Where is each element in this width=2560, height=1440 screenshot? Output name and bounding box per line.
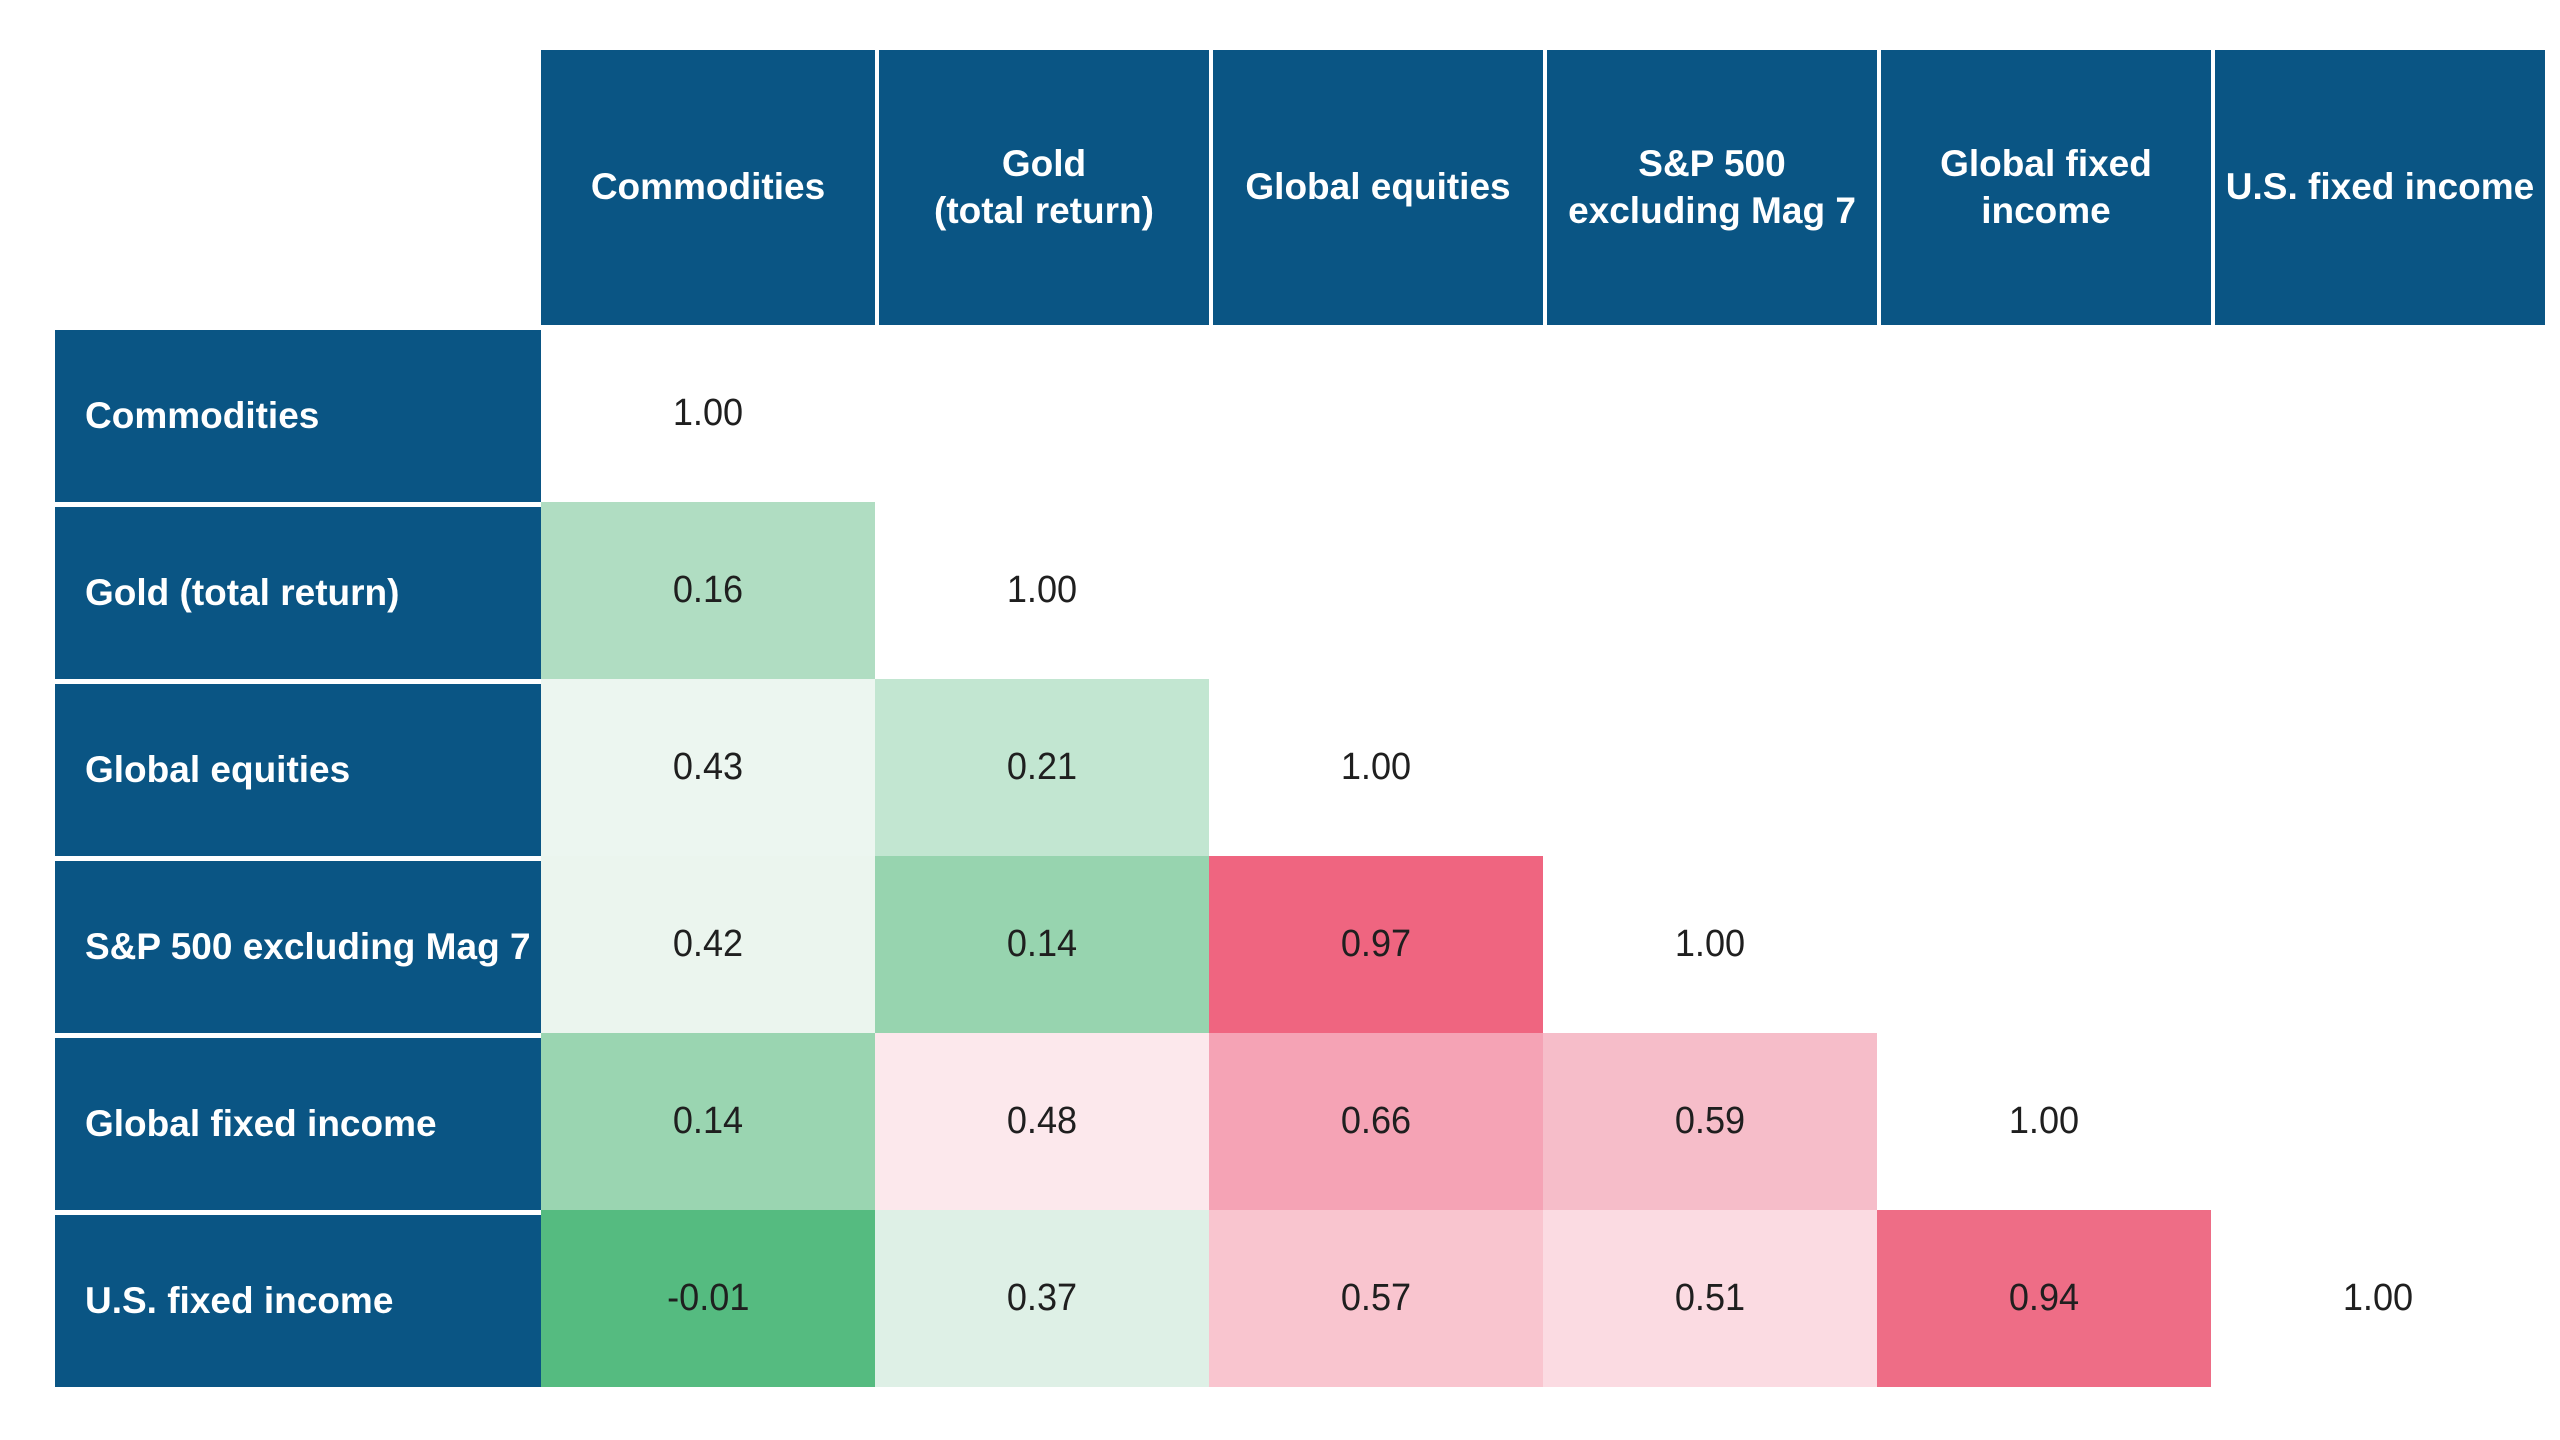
matrix-cell: 1.00	[2211, 1210, 2545, 1387]
row-label: S&P 500 excluding Mag 7	[55, 856, 541, 1033]
matrix-cell-value: 0.94	[2008, 1277, 2080, 1319]
column-header: Global equities	[1209, 50, 1543, 325]
empty-cell	[875, 325, 1209, 502]
column-header: Gold (total return)	[875, 50, 1209, 325]
row-label: U.S. fixed income	[55, 1210, 541, 1387]
matrix-cell-value: 0.57	[1340, 1277, 1412, 1319]
correlation-matrix-table: Commodities Gold (total return) Global equ…	[55, 50, 2545, 1387]
matrix-cell: 0.16	[541, 502, 875, 679]
empty-cell	[2211, 679, 2545, 856]
matrix-cell-value: 0.59	[1674, 1100, 1746, 1142]
matrix-cell-value: 0.16	[672, 569, 744, 611]
column-header: U.S. fixed income	[2211, 50, 2545, 325]
empty-cell	[2211, 856, 2545, 1033]
row-label: Global fixed income	[55, 1033, 541, 1210]
matrix-cell: 0.59	[1543, 1033, 1877, 1210]
matrix-cell-value: 1.00	[1674, 923, 1746, 965]
empty-cell	[1209, 325, 1543, 502]
matrix-cell-value: 0.42	[672, 923, 744, 965]
empty-cell	[1877, 679, 2211, 856]
matrix-cell-value: 0.48	[1006, 1100, 1078, 1142]
empty-cell	[1877, 325, 2211, 502]
empty-cell	[1543, 325, 1877, 502]
column-header: Global fixed income	[1877, 50, 2211, 325]
empty-cell	[1877, 502, 2211, 679]
column-header: Commodities	[541, 50, 875, 325]
matrix-cell-value: 0.14	[672, 1100, 744, 1142]
matrix-cell: 0.21	[875, 679, 1209, 856]
matrix-cell: 0.66	[1209, 1033, 1543, 1210]
matrix-cell-value: 1.00	[2342, 1277, 2414, 1319]
matrix-cell-value: 0.43	[672, 746, 744, 788]
matrix-cell-value: 1.00	[672, 392, 744, 434]
matrix-cell-value: 0.37	[1006, 1277, 1078, 1319]
matrix-cell-value: -0.01	[666, 1277, 750, 1319]
matrix-cell-value: 1.00	[1006, 569, 1078, 611]
matrix-cell-value: 1.00	[1340, 746, 1412, 788]
empty-cell	[1543, 679, 1877, 856]
empty-cell	[1877, 856, 2211, 1033]
matrix-cell: -0.01	[541, 1210, 875, 1387]
matrix-cell: 0.51	[1543, 1210, 1877, 1387]
matrix-cell: 1.00	[875, 502, 1209, 679]
row-label: Global equities	[55, 679, 541, 856]
matrix-cell: 0.42	[541, 856, 875, 1033]
matrix-cell: 0.14	[875, 856, 1209, 1033]
matrix-cell: 0.94	[1877, 1210, 2211, 1387]
corner-spacer	[55, 50, 541, 325]
matrix-cell: 0.97	[1209, 856, 1543, 1033]
empty-cell	[1209, 502, 1543, 679]
row-label: Commodities	[55, 325, 541, 502]
row-label: Gold (total return)	[55, 502, 541, 679]
empty-cell	[2211, 1033, 2545, 1210]
matrix-cell-value: 0.51	[1674, 1277, 1746, 1319]
empty-cell	[2211, 502, 2545, 679]
matrix-cell: 0.43	[541, 679, 875, 856]
empty-cell	[1543, 502, 1877, 679]
matrix-cell-value: 0.66	[1340, 1100, 1412, 1142]
matrix-cell: 0.57	[1209, 1210, 1543, 1387]
matrix-cell: 0.37	[875, 1210, 1209, 1387]
matrix-cell-value: 0.97	[1340, 923, 1412, 965]
empty-cell	[2211, 325, 2545, 502]
matrix-cell: 1.00	[1877, 1033, 2211, 1210]
column-header: S&P 500 excluding Mag 7	[1543, 50, 1877, 325]
matrix-cell-value: 0.14	[1006, 923, 1078, 965]
matrix-cell-value: 1.00	[2008, 1100, 2080, 1142]
matrix-cell-value: 0.21	[1006, 746, 1078, 788]
matrix-cell: 1.00	[1543, 856, 1877, 1033]
matrix-cell: 0.14	[541, 1033, 875, 1210]
matrix-cell: 1.00	[541, 325, 875, 502]
matrix-cell: 0.48	[875, 1033, 1209, 1210]
matrix-cell: 1.00	[1209, 679, 1543, 856]
